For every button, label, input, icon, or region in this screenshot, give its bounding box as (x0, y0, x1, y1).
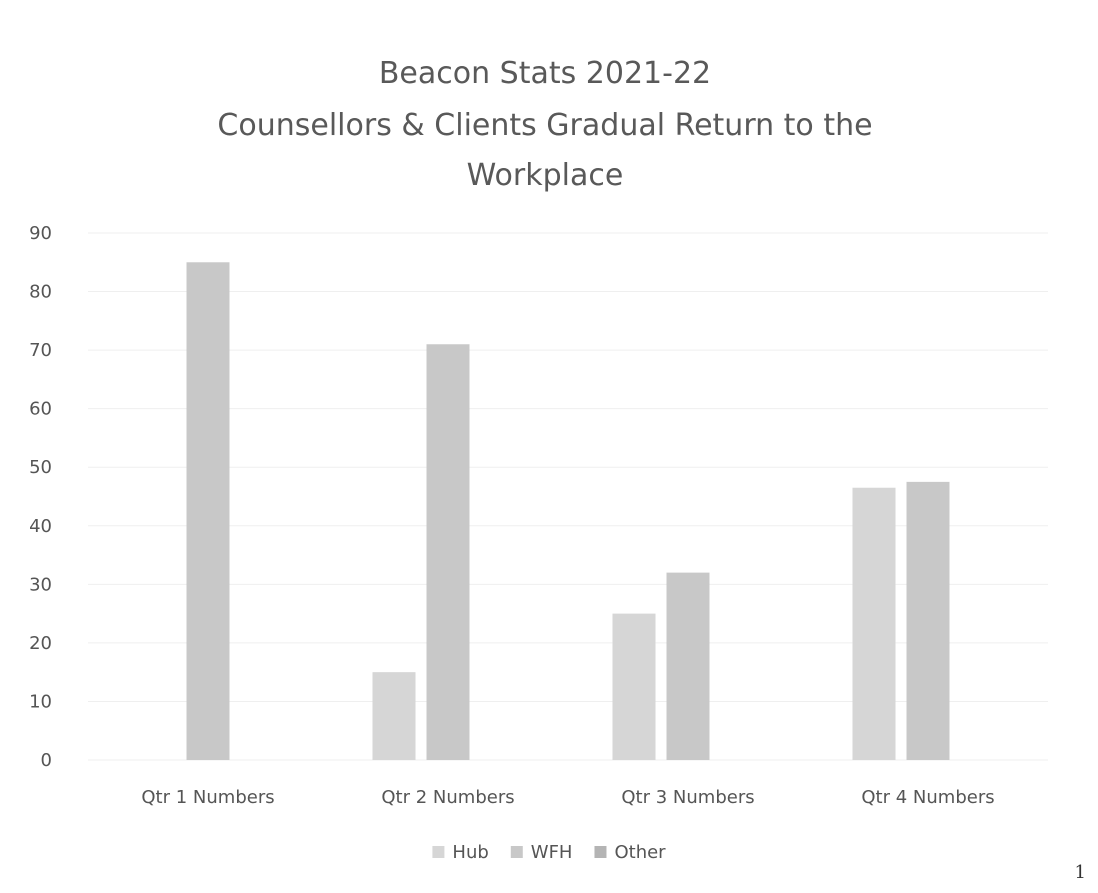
bar-wfh-1 (186, 262, 230, 760)
legend-item-hub: Hub (432, 842, 489, 863)
y-tick-label: 70 (29, 340, 52, 361)
legend-label: Other (614, 842, 666, 863)
y-tick-label: 10 (29, 691, 52, 712)
legend-label: Hub (452, 842, 488, 863)
bar-hub-3 (612, 613, 656, 760)
x-category-label: Qtr 3 Numbers (621, 787, 754, 808)
legend-swatch (510, 846, 523, 858)
legend-swatch (432, 846, 445, 858)
y-tick-label: 80 (29, 282, 52, 303)
bar-wfh-3 (666, 572, 710, 760)
x-category-label: Qtr 4 Numbers (861, 787, 994, 808)
bar-hub-4 (852, 487, 896, 760)
page-number: 1 (1074, 862, 1086, 883)
y-tick-label: 20 (29, 633, 52, 654)
y-tick-label: 40 (29, 516, 52, 537)
y-axis-tick-labels: 0 10 20 30 40 50 60 70 80 90 (29, 223, 52, 771)
chart-title-line-3: Workplace (467, 158, 624, 193)
chart-title-line-2: Counsellors & Clients Gradual Return to … (217, 108, 872, 143)
y-tick-label: 60 (29, 399, 52, 420)
legend-item-wfh: WFH (510, 842, 573, 863)
y-tick-label: 90 (29, 223, 52, 244)
legend-label: WFH (531, 842, 573, 863)
x-axis-category-labels: Qtr 1 Numbers Qtr 2 Numbers Qtr 3 Numbers Q… (141, 787, 994, 808)
x-category-label: Qtr 2 Numbers (381, 787, 514, 808)
y-tick-label: 50 (29, 457, 52, 478)
bar-hub-2 (372, 672, 416, 760)
y-tick-label: 0 (41, 750, 52, 771)
legend-swatch (594, 846, 607, 858)
y-tick-label: 30 (29, 574, 52, 595)
chart-title-line-1: Beacon Stats 2021-22 (379, 56, 711, 91)
legend: Hub WFH Other (432, 842, 666, 863)
bars (186, 262, 950, 760)
legend-item-other: Other (594, 842, 666, 863)
bar-wfh-4 (906, 481, 950, 760)
bar-wfh-2 (426, 344, 470, 760)
x-category-label: Qtr 1 Numbers (141, 787, 274, 808)
gridlines (88, 232, 1048, 761)
chart-title: Beacon Stats 2021-22 Counsellors & Clien… (217, 56, 872, 193)
